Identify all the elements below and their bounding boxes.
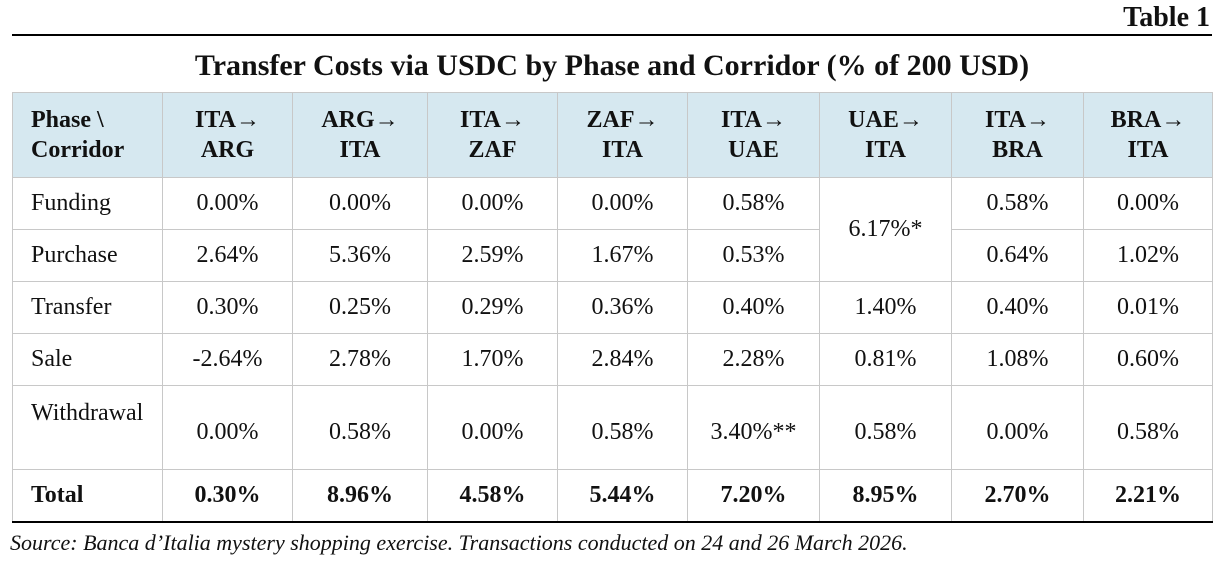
col-header-line1: ITA→ bbox=[195, 107, 260, 133]
col-header-line1: ITA→ bbox=[721, 107, 786, 133]
row-label: Withdrawal bbox=[12, 385, 163, 470]
table-cell: 8.95% bbox=[819, 469, 952, 523]
table-cell: 0.64% bbox=[951, 229, 1084, 282]
col-header-bra-ita: BRA→ ITA bbox=[1083, 92, 1213, 178]
table-cell: -2.64% bbox=[162, 333, 293, 386]
merged-table-cell: 6.17%* bbox=[819, 177, 952, 282]
table-cell: 0.29% bbox=[427, 281, 558, 334]
corner-header-line2: Corridor bbox=[31, 137, 125, 163]
table-cell: 0.53% bbox=[687, 229, 820, 282]
table-cell: 2.70% bbox=[951, 469, 1084, 523]
table-cell: 0.30% bbox=[162, 281, 293, 334]
table-cell: 1.40% bbox=[819, 281, 952, 334]
table-cell: 0.40% bbox=[687, 281, 820, 334]
table-cell: 0.40% bbox=[951, 281, 1084, 334]
table-cell: 0.58% bbox=[292, 385, 428, 470]
table-cell: 0.00% bbox=[292, 177, 428, 230]
table-cell: 0.00% bbox=[557, 177, 688, 230]
col-header-line1: UAE→ bbox=[848, 107, 923, 133]
corner-header-line1: Phase \ bbox=[31, 107, 104, 133]
col-header-line2: ZAF bbox=[468, 137, 517, 163]
col-header-line2: BRA bbox=[992, 137, 1043, 163]
col-header-line1: ITA→ bbox=[460, 107, 525, 133]
table-cell: 0.25% bbox=[292, 281, 428, 334]
table-cell: 1.67% bbox=[557, 229, 688, 282]
table-cell: 0.00% bbox=[162, 177, 293, 230]
table-cell: 2.59% bbox=[427, 229, 558, 282]
table-cell: 0.60% bbox=[1083, 333, 1213, 386]
col-header-line1: ZAF→ bbox=[586, 107, 659, 133]
table-row-funding: Funding 0.00% 0.00% 0.00% 0.00% 0.58% 6.… bbox=[12, 177, 1213, 282]
col-header-uae-ita: UAE→ ITA bbox=[819, 92, 952, 178]
row-label: Sale bbox=[12, 333, 163, 386]
table-cell: 0.00% bbox=[1083, 177, 1213, 230]
row-label: Transfer bbox=[12, 281, 163, 334]
table-cell: 5.44% bbox=[557, 469, 688, 523]
row-label: Funding bbox=[12, 177, 163, 230]
col-header-line1: ITA→ bbox=[985, 107, 1050, 133]
table-row-sale: Sale -2.64% 2.78% 1.70% 2.84% 2.28% 0.81… bbox=[12, 333, 1213, 386]
table-cell: 0.36% bbox=[557, 281, 688, 334]
table-number: Table 1 bbox=[1123, 2, 1210, 33]
top-rule bbox=[12, 34, 1212, 36]
table-cell: 2.21% bbox=[1083, 469, 1213, 523]
col-header-line2: ITA bbox=[339, 137, 381, 163]
table-cell: 0.58% bbox=[687, 177, 820, 230]
col-header-line2: ITA bbox=[865, 137, 906, 163]
table-cell: 0.81% bbox=[819, 333, 952, 386]
col-header-arg-ita: ARG→ ITA bbox=[292, 92, 428, 178]
table-cell: 3.40%** bbox=[687, 385, 820, 470]
table-cell: 1.08% bbox=[951, 333, 1084, 386]
table-cell: 2.84% bbox=[557, 333, 688, 386]
col-header-line2: UAE bbox=[728, 137, 779, 163]
table-cell: 2.78% bbox=[292, 333, 428, 386]
col-header-line1: BRA→ bbox=[1110, 107, 1186, 133]
header-row: Phase \ Corridor ITA→ ARG ARG→ ITA ITA→ ZAF… bbox=[12, 92, 1213, 178]
table-cell: 1.70% bbox=[427, 333, 558, 386]
col-header-line2: ARG bbox=[200, 137, 255, 163]
table-cell: 5.36% bbox=[292, 229, 428, 282]
table-cell: 7.20% bbox=[687, 469, 820, 523]
col-header-ita-zaf: ITA→ ZAF bbox=[427, 92, 558, 178]
table-cell: 4.58% bbox=[427, 469, 558, 523]
table-row-total: Total 0.30% 8.96% 4.58% 5.44% 7.20% 8.95… bbox=[12, 469, 1213, 523]
col-header-line2: ITA bbox=[602, 137, 643, 163]
source-note: Source: Banca d’Italia mystery shopping … bbox=[10, 530, 908, 555]
table-cell: 0.00% bbox=[162, 385, 293, 470]
table-title: Transfer Costs via USDC by Phase and Cor… bbox=[194, 49, 1030, 82]
col-header-ita-uae: ITA→ UAE bbox=[687, 92, 820, 178]
col-header-ita-bra: ITA→ BRA bbox=[951, 92, 1084, 178]
table-row-withdrawal: Withdrawal 0.00% 0.58% 0.00% 0.58% 3.40%… bbox=[12, 385, 1213, 470]
col-header-line1: ARG→ bbox=[321, 107, 399, 133]
table-cell: 2.64% bbox=[162, 229, 293, 282]
table-cell: 0.58% bbox=[819, 385, 952, 470]
table-cell: 0.58% bbox=[951, 177, 1084, 230]
table-cell: 0.00% bbox=[427, 177, 558, 230]
table-cell: 0.01% bbox=[1083, 281, 1213, 334]
row-label: Purchase bbox=[12, 229, 163, 282]
table-cell: 0.58% bbox=[1083, 385, 1213, 470]
row-label: Total bbox=[12, 469, 163, 523]
table-cell: 2.28% bbox=[687, 333, 820, 386]
table-cell: 0.00% bbox=[427, 385, 558, 470]
table-cell: 0.30% bbox=[162, 469, 293, 523]
col-header-zaf-ita: ZAF→ ITA bbox=[557, 92, 688, 178]
table-cell: 1.02% bbox=[1083, 229, 1213, 282]
table-row-purchase: Purchase 2.64% 5.36% 2.59% 1.67% 0.53% 0… bbox=[12, 229, 1213, 282]
table-cell: 0.00% bbox=[951, 385, 1084, 470]
table-cell: 8.96% bbox=[292, 469, 428, 523]
col-header-ita-arg: ITA→ ARG bbox=[162, 92, 293, 178]
col-header-line2: ITA bbox=[1127, 137, 1169, 163]
table-cell: 0.58% bbox=[557, 385, 688, 470]
corner-header: Phase \ Corridor bbox=[12, 92, 163, 178]
table-row-transfer: Transfer 0.30% 0.25% 0.29% 0.36% 0.40% 1… bbox=[12, 281, 1213, 334]
cost-table: Phase \ Corridor ITA→ ARG ARG→ ITA ITA→ ZAF… bbox=[12, 92, 1213, 523]
